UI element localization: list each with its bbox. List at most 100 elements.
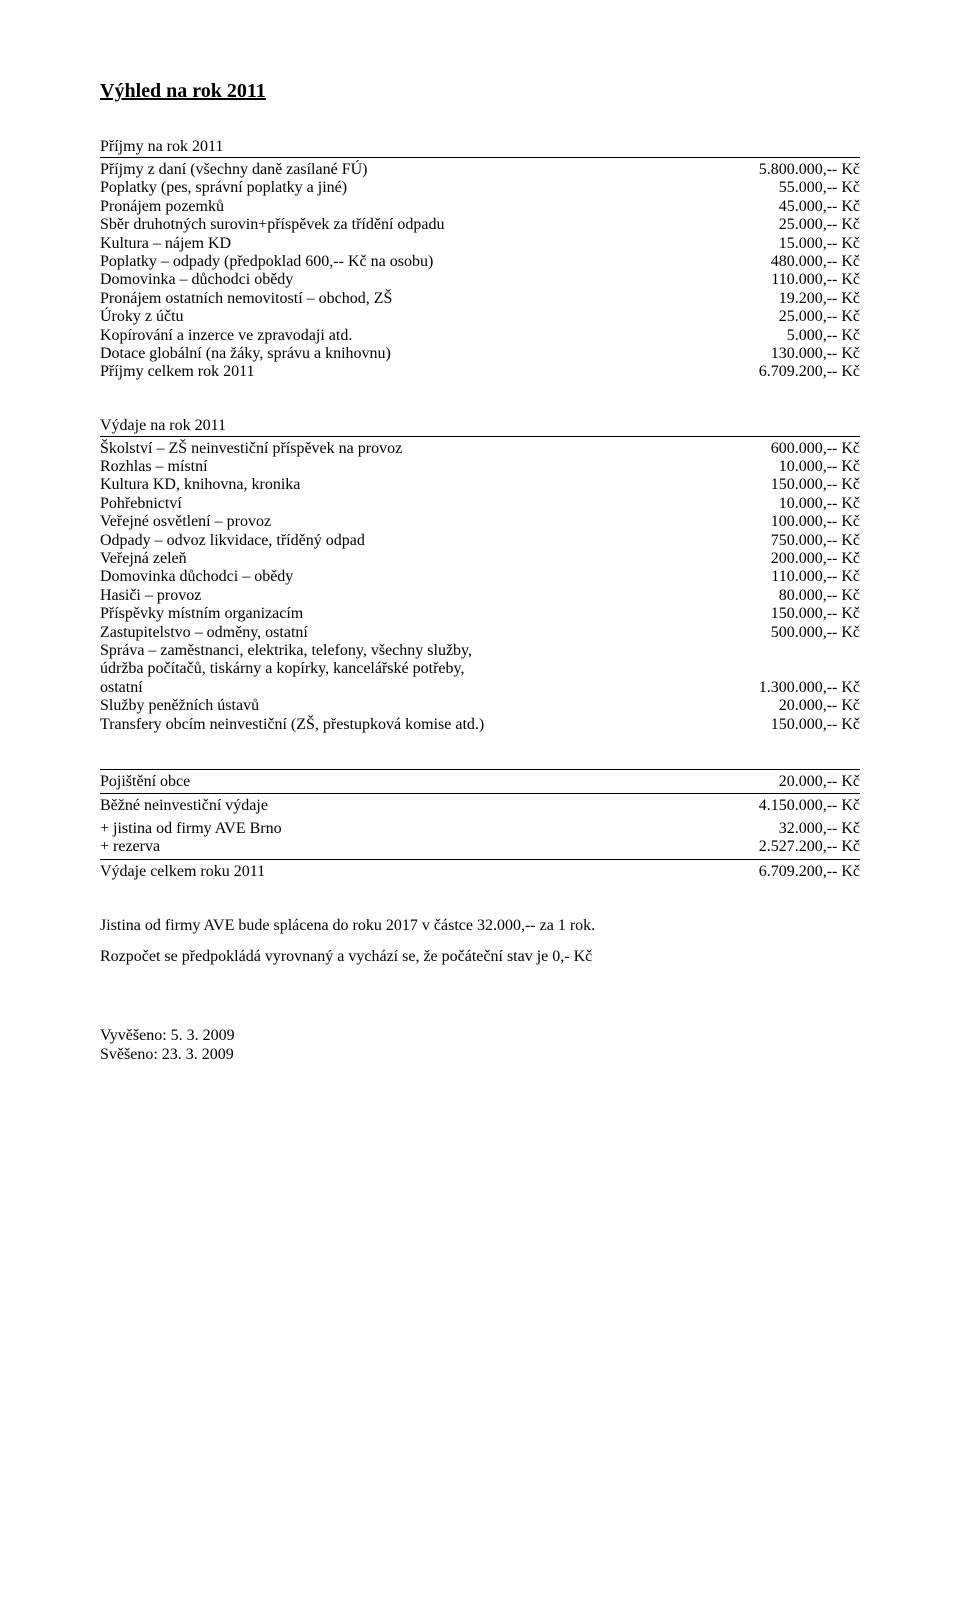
- table-row: Kultura – nájem KD15.000,-- Kč: [100, 235, 860, 253]
- table-row: + jistina od firmy AVE Brno32.000,-- Kč: [100, 820, 860, 838]
- row-value: 6.709.200,-- Kč: [730, 863, 860, 881]
- table-row: Služby peněžních ústavů20.000,-- Kč: [100, 697, 860, 715]
- table-row: Pohřebnictví10.000,-- Kč: [100, 495, 860, 513]
- row-value: 480.000,-- Kč: [730, 253, 860, 271]
- table-row: Příjmy celkem rok 20116.709.200,-- Kč: [100, 363, 860, 381]
- row-value: 55.000,-- Kč: [730, 179, 860, 197]
- row-value: 5.800.000,-- Kč: [730, 161, 860, 179]
- row-value: 80.000,-- Kč: [730, 587, 860, 605]
- table-row: Sběr druhotných surovin+příspěvek za tří…: [100, 216, 860, 234]
- row-value: 25.000,-- Kč: [730, 308, 860, 326]
- row-label: Hasiči – provoz: [100, 587, 730, 605]
- row-value: 750.000,-- Kč: [730, 532, 860, 550]
- row-label: Příjmy z daní (všechny daně zasílané FÚ): [100, 161, 730, 179]
- row-label: Školství – ZŠ neinvestiční příspěvek na …: [100, 440, 730, 458]
- table-row: Výdaje celkem roku 20116.709.200,-- Kč: [100, 863, 860, 881]
- row-label: Veřejná zeleň: [100, 550, 730, 568]
- row-label: Dotace globální (na žáky, správu a kniho…: [100, 345, 730, 363]
- table-row: Správa – zaměstnanci, elektrika, telefon…: [100, 642, 860, 660]
- row-label: Poplatky (pes, správní poplatky a jiné): [100, 179, 730, 197]
- table-row: Odpady – odvoz likvidace, tříděný odpad7…: [100, 532, 860, 550]
- note-2: Rozpočet se předpokládá vyrovnaný a vych…: [100, 947, 860, 966]
- row-label: + jistina od firmy AVE Brno: [100, 820, 730, 838]
- outcome-section: Výdaje na rok 2011 Školství – ZŠ neinves…: [100, 417, 860, 734]
- row-value: 500.000,-- Kč: [730, 624, 860, 642]
- row-value: 15.000,-- Kč: [730, 235, 860, 253]
- row-label: Úroky z účtu: [100, 308, 730, 326]
- income-section: Příjmy na rok 2011 Příjmy z daní (všechn…: [100, 138, 860, 382]
- row-label: Transfery obcím neinvestiční (ZŠ, přestu…: [100, 716, 730, 734]
- row-label: Odpady – odvoz likvidace, tříděný odpad: [100, 532, 730, 550]
- row-label: Domovinka důchodci – obědy: [100, 568, 730, 586]
- row-label: Sběr druhotných surovin+příspěvek za tří…: [100, 216, 730, 234]
- row-value: 32.000,-- Kč: [730, 820, 860, 838]
- row-value: 25.000,-- Kč: [730, 216, 860, 234]
- row-label: Kultura KD, knihovna, kronika: [100, 476, 730, 494]
- row-value: 200.000,-- Kč: [730, 550, 860, 568]
- table-row: Veřejné osvětlení – provoz100.000,-- Kč: [100, 513, 860, 531]
- row-label: Příjmy celkem rok 2011: [100, 363, 730, 381]
- outcome2-rows-after: + jistina od firmy AVE Brno32.000,-- Kč+…: [100, 820, 860, 857]
- row-value: 45.000,-- Kč: [730, 198, 860, 216]
- table-row: Poplatky (pes, správní poplatky a jiné)5…: [100, 179, 860, 197]
- row-label: Pronájem ostatních nemovitostí – obchod,…: [100, 290, 730, 308]
- row-value: 150.000,-- Kč: [730, 605, 860, 623]
- row-value: 130.000,-- Kč: [730, 345, 860, 363]
- outcome-rows: Školství – ZŠ neinvestiční příspěvek na …: [100, 440, 860, 734]
- table-row: Veřejná zeleň200.000,-- Kč: [100, 550, 860, 568]
- row-label: Pronájem pozemků: [100, 198, 730, 216]
- table-row: + rezerva2.527.200,-- Kč: [100, 838, 860, 856]
- row-label: údržba počítačů, tiskárny a kopírky, kan…: [100, 660, 730, 678]
- row-value: 10.000,-- Kč: [730, 495, 860, 513]
- table-row: Dotace globální (na žáky, správu a kniho…: [100, 345, 860, 363]
- table-row: Kopírování a inzerce ve zpravodaji atd.5…: [100, 327, 860, 345]
- divider: [100, 793, 860, 794]
- row-label: + rezerva: [100, 838, 730, 856]
- row-label: Příspěvky místním organizacím: [100, 605, 730, 623]
- table-row: Pronájem ostatních nemovitostí – obchod,…: [100, 290, 860, 308]
- footer-posted: Vyvěšeno: 5. 3. 2009: [100, 1026, 860, 1045]
- row-value: 100.000,-- Kč: [730, 513, 860, 531]
- row-label: Veřejné osvětlení – provoz: [100, 513, 730, 531]
- footer: Vyvěšeno: 5. 3. 2009 Svěšeno: 23. 3. 200…: [100, 1026, 860, 1064]
- table-row: Domovinka – důchodci obědy110.000,-- Kč: [100, 271, 860, 289]
- table-row: Rozhlas – místní10.000,-- Kč: [100, 458, 860, 476]
- row-label: Kopírování a inzerce ve zpravodaji atd.: [100, 327, 730, 345]
- row-label: Domovinka – důchodci obědy: [100, 271, 730, 289]
- row-label: Správa – zaměstnanci, elektrika, telefon…: [100, 642, 730, 660]
- table-row: Domovinka důchodci – obědy110.000,-- Kč: [100, 568, 860, 586]
- outcome-header-row: Výdaje na rok 2011: [100, 417, 860, 437]
- row-value: 6.709.200,-- Kč: [730, 363, 860, 381]
- row-label: Pojištění obce: [100, 773, 730, 791]
- table-row: Pronájem pozemků45.000,-- Kč: [100, 198, 860, 216]
- table-row: Zastupitelstvo – odměny, ostatní500.000,…: [100, 624, 860, 642]
- outcome-header: Výdaje na rok 2011: [100, 417, 860, 435]
- row-value: 1.300.000,-- Kč: [730, 679, 860, 697]
- row-label: Rozhlas – místní: [100, 458, 730, 476]
- divider: [100, 859, 860, 860]
- row-value: 5.000,-- Kč: [730, 327, 860, 345]
- row-value: 19.200,-- Kč: [730, 290, 860, 308]
- income-rows: Příjmy z daní (všechny daně zasílané FÚ)…: [100, 161, 860, 382]
- footer-removed: Svěšeno: 23. 3. 2009: [100, 1045, 860, 1064]
- row-value: [730, 642, 860, 660]
- income-header: Příjmy na rok 2011: [100, 138, 860, 156]
- row-value: 110.000,-- Kč: [730, 271, 860, 289]
- table-row: Kultura KD, knihovna, kronika150.000,-- …: [100, 476, 860, 494]
- table-row: Úroky z účtu25.000,-- Kč: [100, 308, 860, 326]
- note-1: Jistina od firmy AVE bude splácena do ro…: [100, 916, 860, 935]
- row-label: Poplatky – odpady (předpoklad 600,-- Kč …: [100, 253, 730, 271]
- page-title: Výhled na rok 2011: [100, 80, 860, 103]
- row-label: Zastupitelstvo – odměny, ostatní: [100, 624, 730, 642]
- row-value: 20.000,-- Kč: [730, 773, 860, 791]
- table-row: Školství – ZŠ neinvestiční příspěvek na …: [100, 440, 860, 458]
- row-value: 150.000,-- Kč: [730, 716, 860, 734]
- row-label: Pohřebnictví: [100, 495, 730, 513]
- divider: [100, 769, 860, 770]
- row-value: 4.150.000,-- Kč: [730, 797, 860, 815]
- table-row: Příjmy z daní (všechny daně zasílané FÚ)…: [100, 161, 860, 179]
- table-row: Běžné neinvestiční výdaje4.150.000,-- Kč: [100, 797, 860, 815]
- row-value: 20.000,-- Kč: [730, 697, 860, 715]
- row-value: 110.000,-- Kč: [730, 568, 860, 586]
- income-header-row: Příjmy na rok 2011: [100, 138, 860, 158]
